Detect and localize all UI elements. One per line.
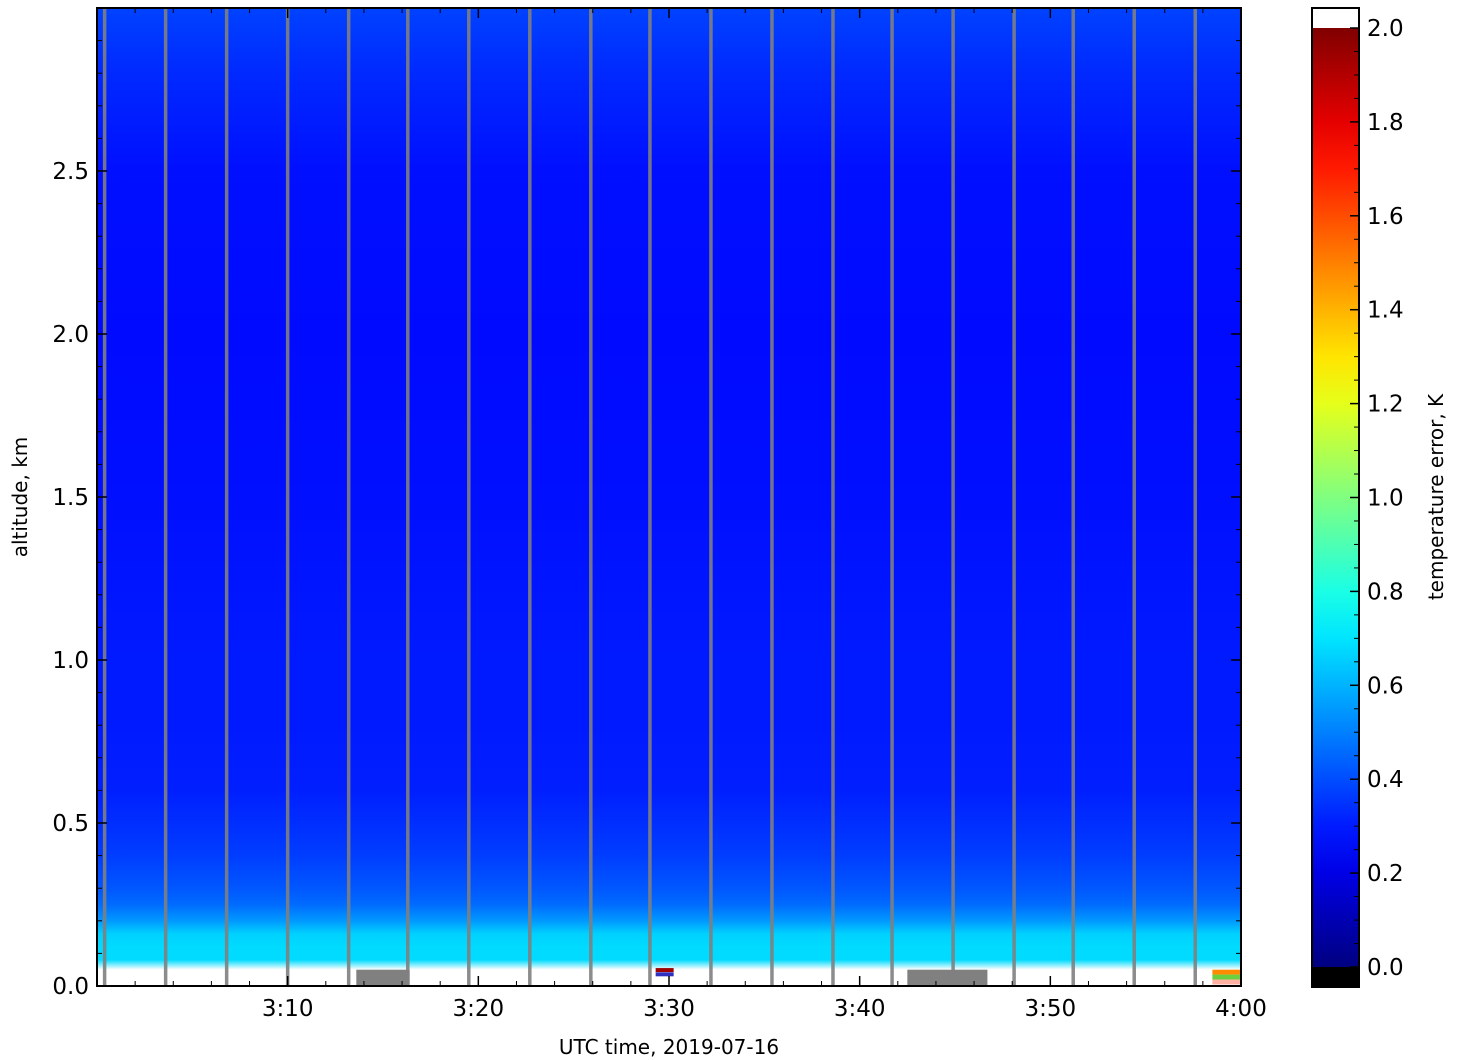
y-tick-label: 0.5 [52, 811, 89, 837]
y-tick-label: 2.5 [52, 159, 89, 185]
heatmap-field [97, 8, 1241, 986]
colorbar-tick-label: 1.8 [1367, 110, 1404, 136]
colorbar-under [1312, 967, 1359, 987]
colorbar-tick-label: 2.0 [1367, 16, 1404, 42]
colorbar-tick-label: 0.8 [1367, 579, 1404, 605]
colorbar-tick-label: 1.4 [1367, 298, 1404, 324]
y-tick-label: 1.0 [52, 648, 89, 674]
y-axis-label: altitude, km [8, 437, 32, 558]
colorbar-tick-label: 0.4 [1367, 767, 1404, 793]
colorbar-tick-label: 1.0 [1367, 486, 1404, 512]
x-tick-label: 4:00 [1215, 996, 1267, 1022]
colorbar-tick-label: 0.6 [1367, 673, 1404, 699]
plot-area: 3:10 3:20 3:30 3:40 3:50 4:00 0.0 0.5 1.0 1.5 2.0… [52, 7, 1267, 1022]
hot-spot [1212, 974, 1241, 980]
colorbar-tick-label: 0.2 [1367, 861, 1404, 887]
x-tick-label: 3:20 [453, 996, 505, 1022]
hot-spot [1212, 979, 1241, 985]
colorbar: 0.0 0.2 0.4 0.6 0.8 1.0 1.2 1.4 1.6 1.8 2.0 [1311, 7, 1404, 988]
missing-data-block [356, 969, 410, 986]
y-tick-label: 2.0 [52, 322, 89, 348]
x-tick-label: 3:10 [262, 996, 314, 1022]
missing-data-block [907, 969, 988, 986]
x-axis-label: UTC time, 2019-07-16 [559, 1035, 779, 1059]
x-tick-label: 3:30 [643, 996, 695, 1022]
x-tick-label: 3:50 [1025, 996, 1077, 1022]
hot-spot [1212, 969, 1241, 975]
colorbar-tick-label: 1.6 [1367, 204, 1404, 230]
colorbar-over [1312, 8, 1359, 28]
colorbar-tick-label: 0.0 [1367, 955, 1404, 981]
x-tick-label: 3:40 [834, 996, 886, 1022]
colorbar-tick-label: 1.2 [1367, 392, 1404, 418]
hot-spot [655, 972, 674, 977]
hot-spot [655, 968, 674, 973]
colorbar-label: temperature error, K [1424, 393, 1448, 600]
y-tick-label: 1.5 [52, 485, 89, 511]
y-tick-label: 0.0 [52, 974, 89, 1000]
